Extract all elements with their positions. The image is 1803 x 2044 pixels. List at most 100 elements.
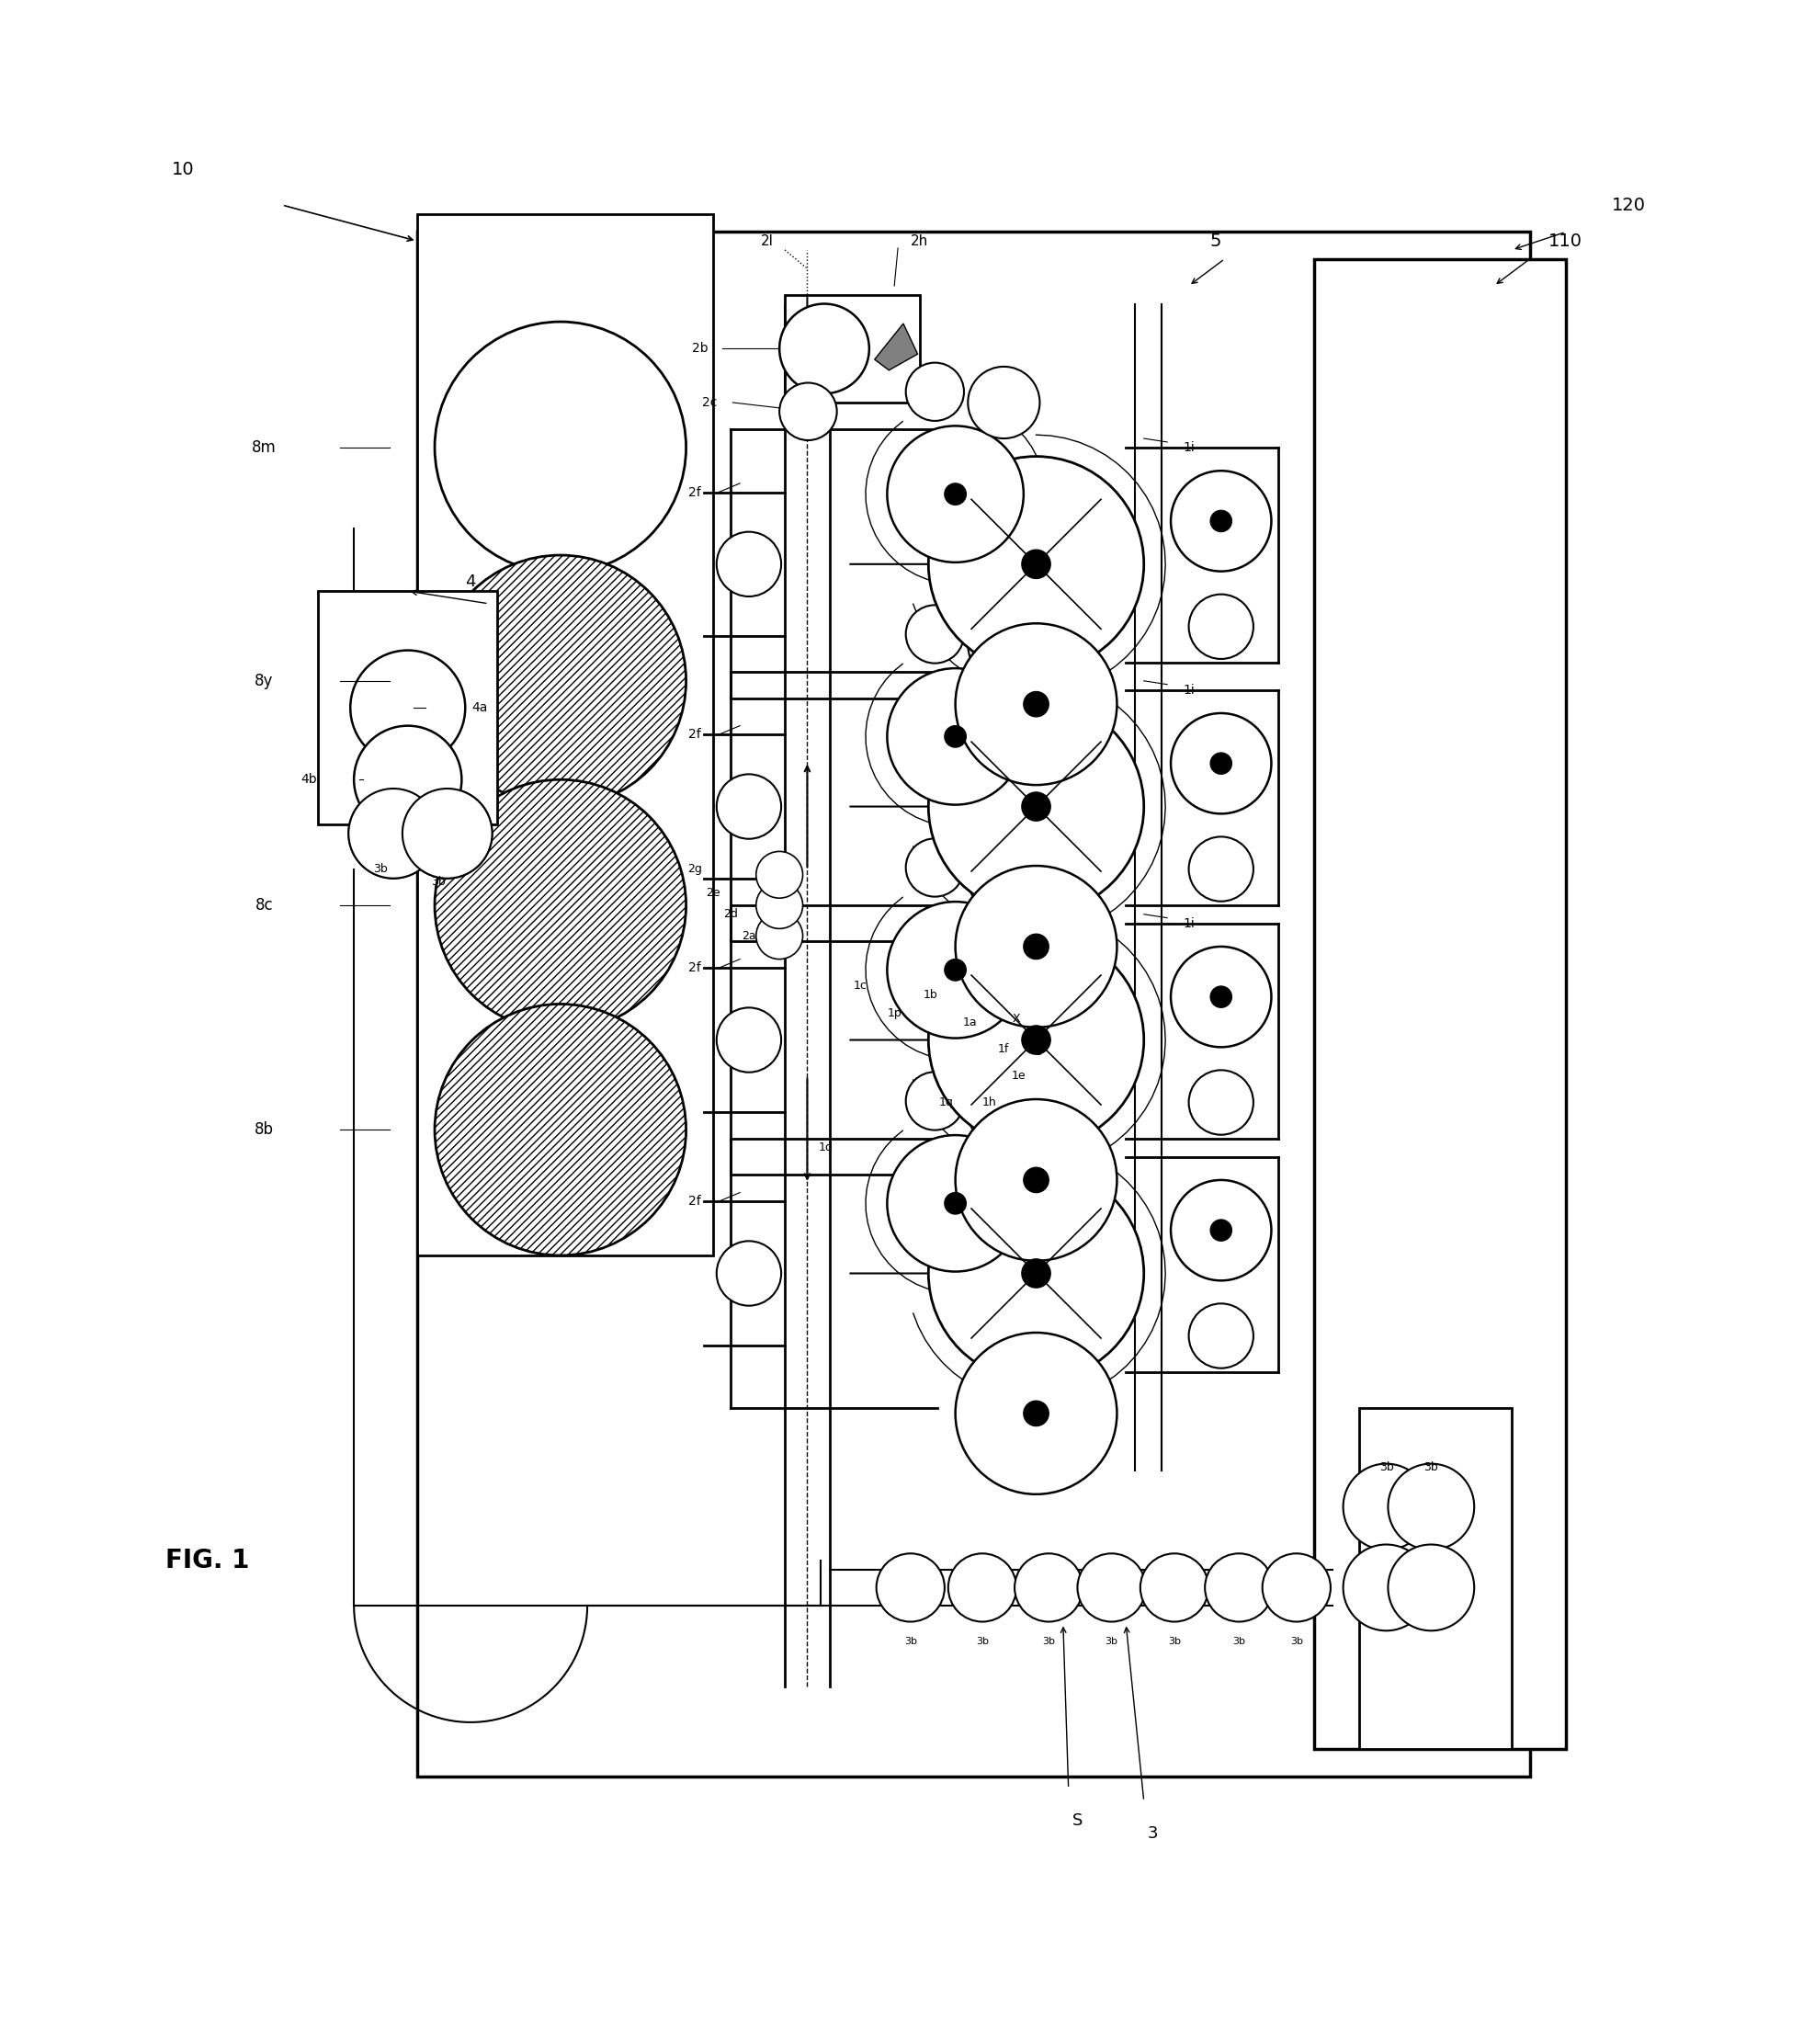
Text: 1i: 1i [1183, 918, 1195, 930]
Circle shape [1015, 1553, 1084, 1621]
Text: 1h: 1h [983, 1098, 997, 1108]
Circle shape [402, 789, 492, 879]
Circle shape [435, 779, 687, 1030]
Circle shape [905, 362, 965, 421]
Text: 10: 10 [171, 159, 195, 178]
Circle shape [1210, 1220, 1231, 1241]
Circle shape [402, 789, 492, 879]
Circle shape [1078, 1553, 1145, 1621]
Circle shape [1022, 1259, 1051, 1288]
Circle shape [1343, 1545, 1430, 1631]
Circle shape [1388, 1545, 1475, 1631]
Text: 3b: 3b [431, 877, 445, 887]
Text: 4: 4 [465, 574, 476, 591]
Circle shape [968, 1075, 1040, 1147]
Circle shape [1024, 691, 1049, 717]
Circle shape [1210, 511, 1231, 531]
Text: 8m: 8m [252, 439, 276, 456]
Text: 4b: 4b [301, 773, 317, 787]
Text: 1f: 1f [999, 1042, 1010, 1055]
Circle shape [956, 1100, 1116, 1261]
Circle shape [968, 609, 1040, 681]
Text: 120: 120 [1612, 196, 1646, 215]
Circle shape [905, 1071, 965, 1130]
Text: 2a: 2a [741, 930, 755, 942]
Circle shape [353, 726, 462, 834]
Text: 1e: 1e [1011, 1069, 1026, 1081]
Circle shape [755, 881, 802, 928]
Circle shape [968, 842, 1040, 914]
Circle shape [1188, 1071, 1253, 1134]
Circle shape [956, 1333, 1116, 1494]
Text: 8y: 8y [254, 672, 274, 689]
Circle shape [716, 1008, 781, 1073]
Bar [416, 231, 1531, 1776]
Circle shape [755, 852, 802, 897]
Text: 1d: 1d [819, 1143, 833, 1153]
Text: 2f: 2f [689, 1196, 701, 1208]
Circle shape [716, 531, 781, 597]
Text: 1c: 1c [853, 981, 867, 991]
Circle shape [1024, 934, 1049, 959]
Text: 3b: 3b [373, 863, 388, 875]
Text: FIG. 1: FIG. 1 [166, 1547, 249, 1574]
Text: S: S [1073, 1813, 1082, 1829]
Circle shape [348, 789, 438, 879]
Circle shape [1388, 1464, 1475, 1549]
Circle shape [968, 366, 1040, 439]
Circle shape [435, 1004, 687, 1255]
Text: 1p: 1p [887, 1008, 902, 1020]
Circle shape [1262, 1553, 1331, 1621]
Text: 4a: 4a [472, 701, 487, 713]
Bar [1314, 260, 1565, 1750]
Text: 2l: 2l [761, 235, 773, 247]
Circle shape [1343, 1464, 1430, 1549]
Circle shape [945, 959, 966, 981]
Text: 1g: 1g [1030, 1042, 1044, 1055]
Text: 3b: 3b [903, 1637, 918, 1645]
Text: 2b: 2b [692, 341, 709, 356]
Circle shape [716, 1241, 781, 1306]
Circle shape [887, 668, 1024, 805]
Circle shape [887, 425, 1024, 562]
Circle shape [755, 912, 802, 959]
Circle shape [887, 1134, 1024, 1271]
Circle shape [887, 901, 1024, 1038]
Text: 110: 110 [1549, 233, 1583, 249]
Circle shape [1204, 1553, 1273, 1621]
Circle shape [1188, 1304, 1253, 1367]
Circle shape [1022, 550, 1051, 578]
Text: 1a: 1a [963, 1016, 977, 1028]
Text: 2d: 2d [723, 908, 737, 920]
Circle shape [948, 1553, 1017, 1621]
Circle shape [1170, 713, 1271, 814]
Circle shape [779, 382, 837, 439]
Circle shape [435, 556, 687, 807]
Circle shape [779, 305, 869, 394]
Text: 2e: 2e [705, 887, 719, 899]
Text: 3b: 3b [1424, 1461, 1439, 1474]
Circle shape [1170, 946, 1271, 1047]
Circle shape [956, 867, 1116, 1028]
Text: 3: 3 [1147, 1825, 1158, 1842]
Bar [317, 591, 498, 824]
Text: 2f: 2f [689, 728, 701, 742]
Circle shape [716, 775, 781, 838]
Circle shape [905, 605, 965, 662]
Circle shape [348, 789, 438, 879]
Circle shape [905, 838, 965, 897]
Text: 2f: 2f [689, 486, 701, 499]
Text: 3b: 3b [1042, 1637, 1055, 1645]
Bar [1359, 1408, 1513, 1750]
Bar [416, 215, 712, 1255]
Text: 2c: 2c [701, 397, 718, 409]
Text: 1b: 1b [923, 989, 938, 1002]
Text: 2f: 2f [689, 961, 701, 975]
Circle shape [945, 482, 966, 505]
Circle shape [435, 321, 687, 572]
Circle shape [956, 623, 1116, 785]
Circle shape [929, 932, 1143, 1147]
Circle shape [945, 726, 966, 748]
Circle shape [1139, 1553, 1208, 1621]
Circle shape [350, 650, 465, 764]
